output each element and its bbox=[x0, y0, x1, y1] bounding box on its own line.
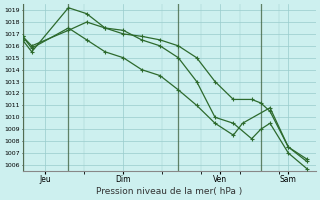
X-axis label: Pression niveau de la mer( hPa ): Pression niveau de la mer( hPa ) bbox=[96, 187, 242, 196]
